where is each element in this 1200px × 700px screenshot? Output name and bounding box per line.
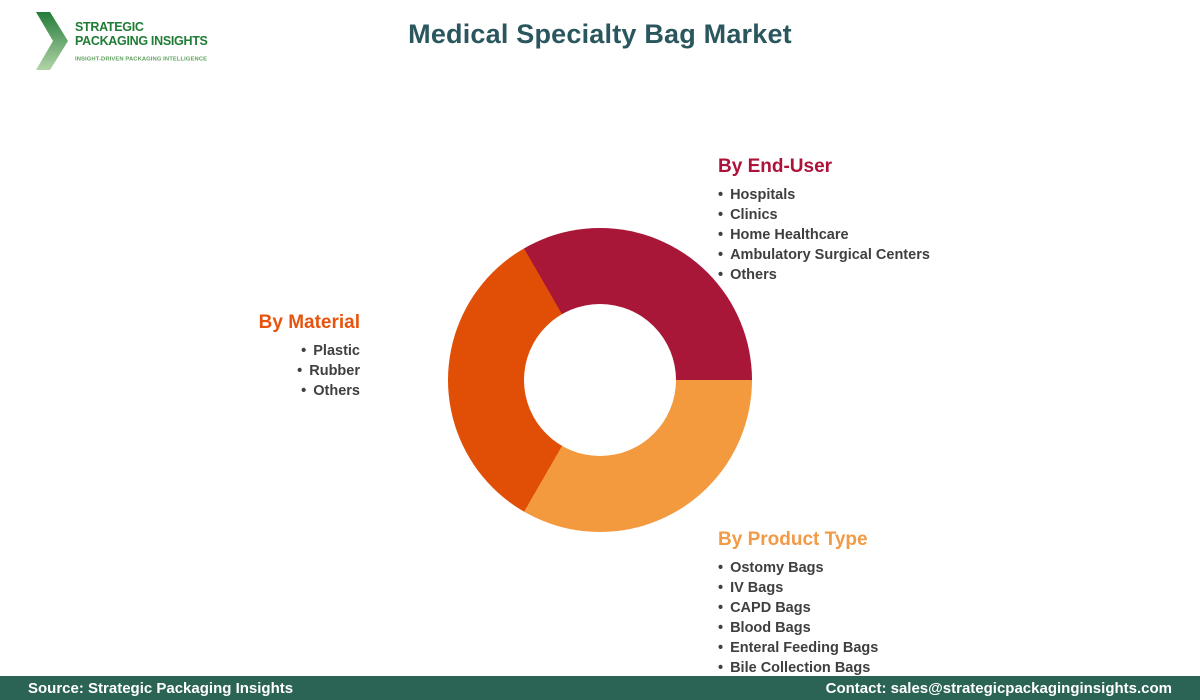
bullet-icon: • xyxy=(718,640,724,656)
list-item-label: Blood Bags xyxy=(730,620,811,636)
donut-chart xyxy=(448,228,752,532)
list-item: • Ostomy Bags xyxy=(718,558,878,578)
company-logo: STRATEGIC PACKAGING INSIGHTS INSIGHT-DRI… xyxy=(36,12,303,70)
list-item-label: Others xyxy=(730,267,777,283)
list-item-label: Clinics xyxy=(730,207,778,223)
legend-product-type: By Product Type • Ostomy Bags • IV Bags • C… xyxy=(718,529,878,678)
list-item-label: Rubber xyxy=(309,363,360,379)
list-item-label: Bile Collection Bags xyxy=(730,660,871,676)
list-item-label: Hospitals xyxy=(730,187,796,203)
bullet-icon: • xyxy=(301,383,307,399)
list-item: • IV Bags xyxy=(718,578,878,598)
list-item: • Others xyxy=(259,381,360,401)
legend-material-heading: By Material xyxy=(258,312,360,333)
legend-material: By Material • Plastic • Rubber • Others xyxy=(259,312,360,401)
bullet-icon: • xyxy=(718,267,724,283)
bullet-icon: • xyxy=(718,247,724,263)
donut-hole xyxy=(524,304,676,456)
legend-product-type-list: • Ostomy Bags • IV Bags • CAPD Bags • Blood … xyxy=(718,558,878,678)
footer-source: Source: Strategic Packaging Insights xyxy=(28,679,294,697)
footer-bar: Source: Strategic Packaging Insights Con… xyxy=(0,676,1200,700)
logo-text: STRATEGIC PACKAGING INSIGHTS INSIGHT-DRI… xyxy=(75,12,303,67)
logo-line2: PACKAGING INSIGHTS xyxy=(75,33,208,48)
list-item: • Bile Collection Bags xyxy=(718,658,878,678)
legend-end-user-list: • Hospitals • Clinics • Home Healthcare • Am… xyxy=(718,185,930,285)
list-item-label: Enteral Feeding Bags xyxy=(730,640,879,656)
bullet-icon: • xyxy=(718,580,724,596)
legend-end-user-heading: By End-User xyxy=(718,156,833,177)
list-item-label: Ostomy Bags xyxy=(730,560,824,576)
logo-line1: STRATEGIC xyxy=(75,20,144,34)
list-item: • Plastic xyxy=(259,341,360,361)
list-item: • Home Healthcare xyxy=(718,225,930,245)
bullet-icon: • xyxy=(718,227,724,243)
footer-contact: Contact: sales@strategicpackaginginsight… xyxy=(825,679,1172,697)
logo-tagline: INSIGHT-DRIVEN PACKAGING INTELLIGENCE xyxy=(75,56,208,63)
bullet-icon: • xyxy=(297,363,303,379)
bullet-icon: • xyxy=(718,187,724,203)
list-item-label: Plastic xyxy=(313,343,360,359)
list-item: • Enteral Feeding Bags xyxy=(718,638,878,658)
list-item: • CAPD Bags xyxy=(718,598,878,618)
list-item: • Blood Bags xyxy=(718,618,878,638)
list-item-label: Others xyxy=(313,383,360,399)
page-title: Medical Specialty Bag Market xyxy=(408,19,792,49)
legend-product-type-heading: By Product Type xyxy=(718,529,868,550)
list-item: • Rubber xyxy=(259,361,360,381)
logo-chevron-icon xyxy=(36,12,68,70)
legend-material-list: • Plastic • Rubber • Others xyxy=(259,341,360,401)
bullet-icon: • xyxy=(301,343,307,359)
bullet-icon: • xyxy=(718,620,724,636)
list-item: • Others xyxy=(718,265,930,285)
list-item-label: Home Healthcare xyxy=(730,227,849,243)
list-item-label: IV Bags xyxy=(730,580,784,596)
list-item: • Clinics xyxy=(718,205,930,225)
legend-end-user: By End-User • Hospitals • Clinics • Home He… xyxy=(718,156,930,285)
bullet-icon: • xyxy=(718,660,724,676)
list-item: • Hospitals xyxy=(718,185,930,205)
bullet-icon: • xyxy=(718,560,724,576)
bullet-icon: • xyxy=(718,600,724,616)
list-item-label: CAPD Bags xyxy=(730,600,811,616)
list-item-label: Ambulatory Surgical Centers xyxy=(730,247,930,263)
list-item: • Ambulatory Surgical Centers xyxy=(718,245,930,265)
bullet-icon: • xyxy=(718,207,724,223)
